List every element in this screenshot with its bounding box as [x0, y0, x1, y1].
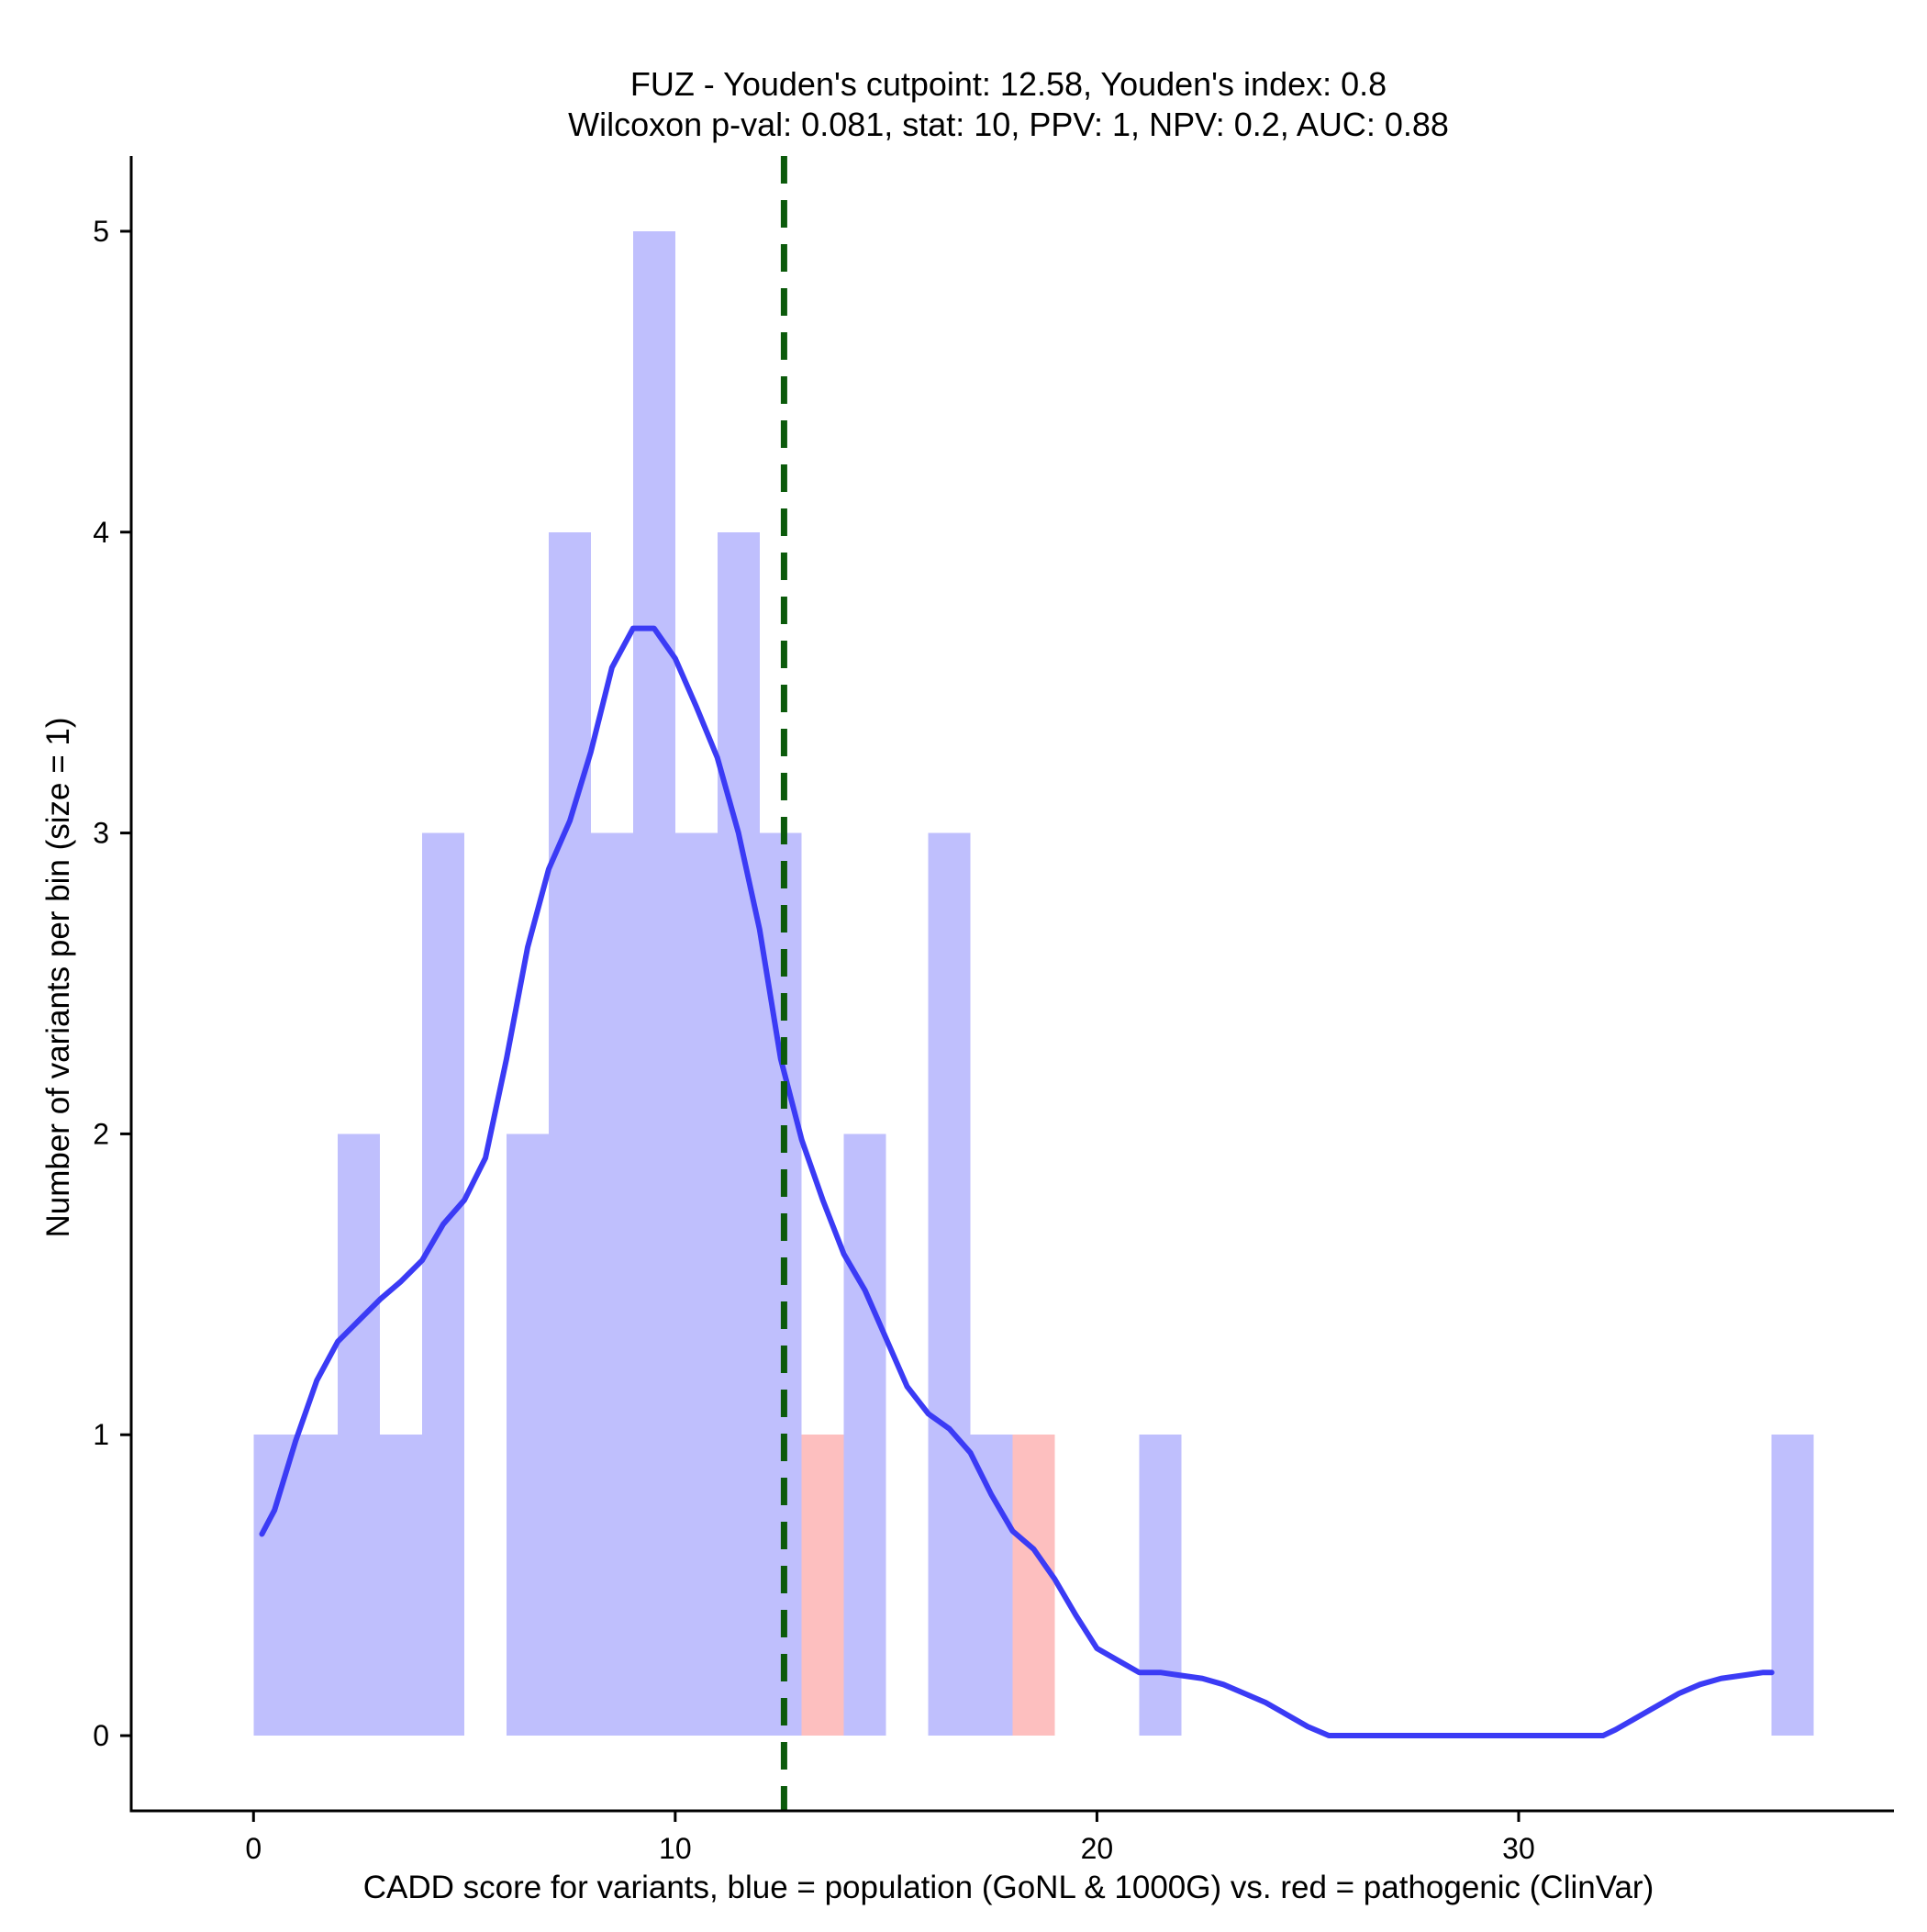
- population-bar-10: [717, 531, 760, 1737]
- population-bar-2: [338, 1134, 381, 1737]
- density-curve-layer: [259, 625, 1775, 1739]
- population-bar-7: [590, 832, 633, 1737]
- x-tick-label-30: 30: [1502, 1832, 1535, 1865]
- y-tick-label-0: 0: [93, 1719, 109, 1752]
- population-bar-15: [1139, 1435, 1182, 1737]
- x-tick-label-10: 10: [659, 1832, 692, 1865]
- population-bar-12: [843, 1134, 886, 1737]
- population-bar-8: [632, 230, 675, 1737]
- x-tick-label-0: 0: [245, 1832, 262, 1865]
- population-bar-0: [253, 1435, 296, 1737]
- population-bar-4: [422, 832, 465, 1737]
- population-bar-16: [1771, 1435, 1814, 1737]
- y-tick-label-1: 1: [93, 1418, 109, 1451]
- population-bar-13: [928, 832, 971, 1737]
- pathogenic-bar-1: [1012, 1435, 1055, 1737]
- chart-title-line1: FUZ - Youden's cutpoint: 12.58, Youden's…: [630, 65, 1387, 103]
- y-tick-label-4: 4: [93, 516, 109, 549]
- population-bar-5: [507, 1134, 549, 1737]
- population-bar-1: [295, 1435, 339, 1737]
- y-tick-label-5: 5: [93, 215, 109, 248]
- population-bar-6: [548, 531, 591, 1737]
- x-tick-label-20: 20: [1081, 1832, 1114, 1865]
- pathogenic-bar-0: [801, 1435, 844, 1737]
- y-tick-label-3: 3: [93, 817, 109, 850]
- population-bar-14: [970, 1435, 1013, 1737]
- y-tick-label-2: 2: [93, 1117, 109, 1150]
- chart-title-line2: Wilcoxon p-val: 0.081, stat: 10, PPV: 1,…: [568, 106, 1449, 143]
- bars-layer: [253, 230, 1814, 1737]
- density-curve-line: [259, 625, 1775, 1739]
- population-bar-9: [674, 832, 718, 1737]
- axes-layer: 0 1 2 3 4 5 0 10 20 30: [93, 156, 1894, 1865]
- population-bar-3: [380, 1435, 423, 1737]
- y-axis-title: Number of variants per bin (size = 1): [40, 717, 76, 1237]
- x-axis-title: CADD score for variants, blue = populati…: [363, 1870, 1654, 1905]
